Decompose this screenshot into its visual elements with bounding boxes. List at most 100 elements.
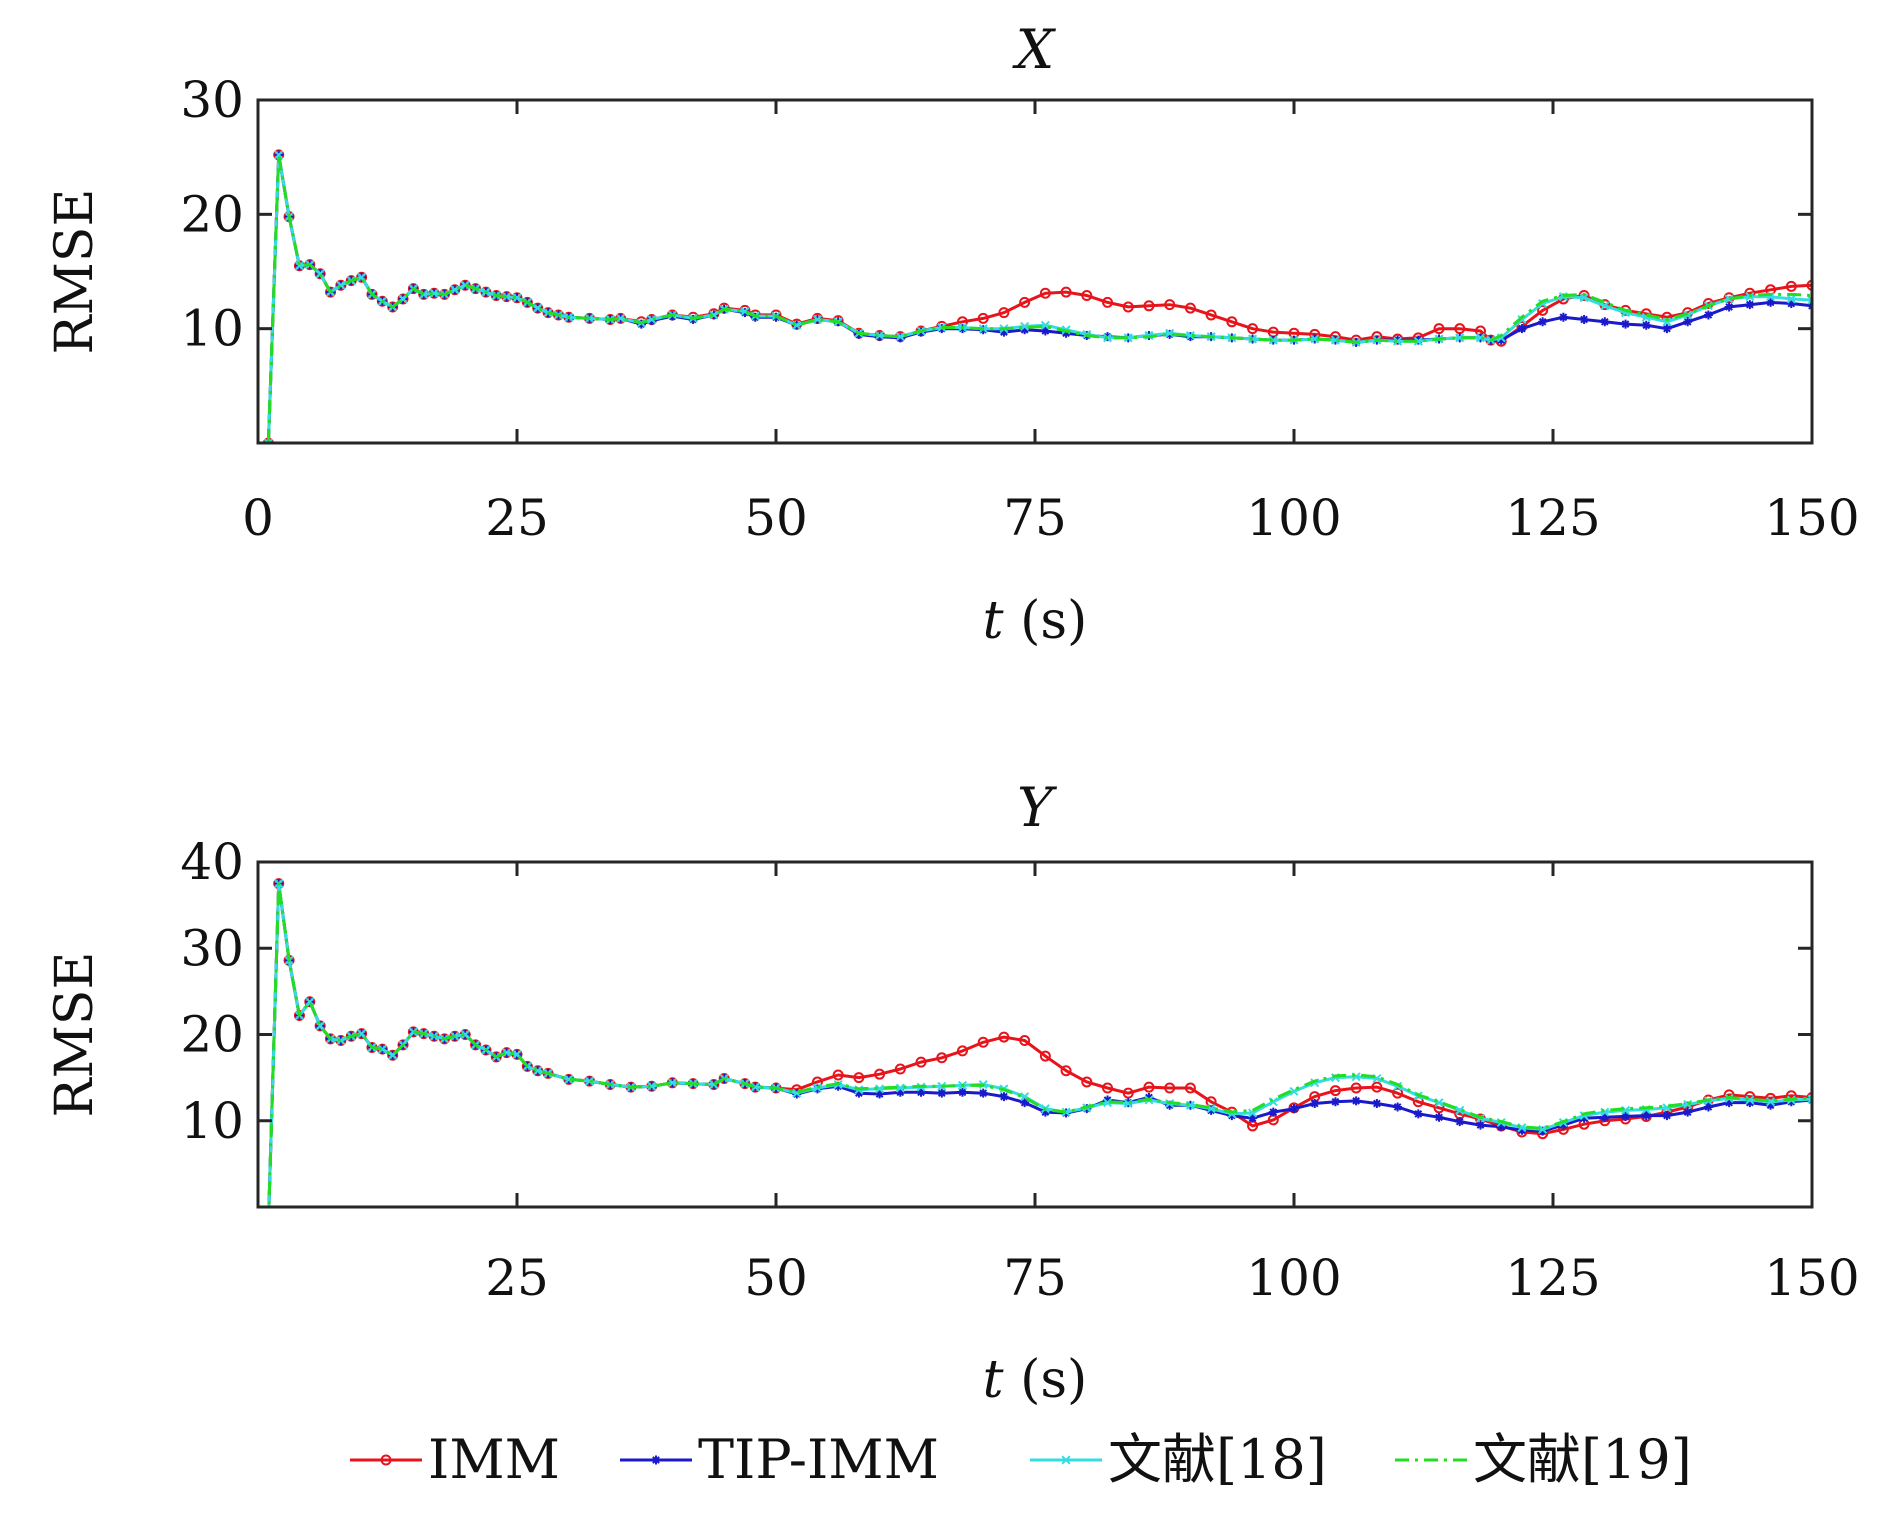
- data-point: [1475, 333, 1485, 343]
- data-point: [1455, 1105, 1465, 1115]
- data-point: [1578, 290, 1590, 302]
- legend: IMM TIP-IMM 文献[18] 文献[19]: [350, 1428, 1692, 1491]
- y-tick-label: 40: [180, 833, 244, 891]
- data-point: [1496, 1122, 1506, 1132]
- data-point: [1310, 334, 1320, 344]
- x-tick-label: 100: [1246, 1249, 1341, 1307]
- x-axis-var: t: [983, 591, 1004, 651]
- data-point: [1268, 1107, 1278, 1117]
- data-point: [1537, 304, 1549, 316]
- data-point: [1165, 1100, 1175, 1110]
- data-point: [1786, 299, 1796, 309]
- data-point: [1579, 1113, 1589, 1123]
- data-point: [915, 1056, 927, 1068]
- data-point: [1579, 293, 1589, 303]
- data-point: [1040, 1107, 1050, 1117]
- y-tick-label: 10: [180, 300, 244, 358]
- series-group: [264, 878, 1812, 1229]
- chart-title: Y: [1017, 776, 1057, 839]
- data-point: [1329, 1085, 1341, 1097]
- data-point: [1061, 328, 1071, 338]
- legend-item: IMM: [350, 1428, 560, 1491]
- data-point: [1786, 294, 1796, 304]
- series-文献[19]: [266, 153, 1812, 443]
- data-point: [895, 1083, 905, 1093]
- data-point: [874, 1068, 886, 1080]
- data-point: [1621, 319, 1631, 329]
- data-point: [264, 1220, 273, 1229]
- data-point: [957, 1087, 967, 1097]
- data-point: [1703, 1102, 1713, 1112]
- data-point: [916, 1087, 926, 1097]
- data-point: [1164, 299, 1176, 311]
- x-axis-label: t (s): [983, 591, 1088, 651]
- x-tick-label: 125: [1505, 489, 1600, 547]
- data-point: [1040, 326, 1050, 336]
- data-point: [1413, 1109, 1423, 1119]
- legend-label: IMM: [428, 1428, 560, 1491]
- data-point: [1785, 280, 1797, 292]
- y-axis-label: RMSE: [45, 189, 105, 355]
- data-point: [1371, 1081, 1383, 1093]
- data-point: [1745, 1098, 1755, 1108]
- data-point: [1806, 1091, 1812, 1103]
- y-tick-label: 30: [180, 71, 244, 129]
- data-point: [1123, 333, 1133, 343]
- x-tick-label: 50: [744, 489, 808, 547]
- x-tick-label: 75: [1003, 489, 1067, 547]
- data-point: [1766, 1100, 1776, 1110]
- x-tick-label: 150: [1764, 1249, 1859, 1307]
- data-point: [1206, 1105, 1216, 1115]
- data-point: [1662, 1111, 1672, 1121]
- data-point: [1496, 335, 1506, 345]
- data-point: [1164, 1082, 1176, 1094]
- data-point: [1248, 1113, 1258, 1123]
- data-point: [1184, 302, 1196, 314]
- data-point: [1226, 316, 1238, 328]
- data-point: [937, 1088, 947, 1098]
- data-point: [1766, 297, 1776, 307]
- data-point: [895, 1087, 905, 1097]
- x-axis-unit: (s): [1004, 1350, 1088, 1410]
- data-point: [1579, 315, 1589, 325]
- plot-frame: [256, 98, 1814, 445]
- data-point: [585, 1076, 595, 1086]
- x-tick-label: 50: [744, 1249, 808, 1307]
- data-point: [1330, 1097, 1340, 1107]
- data-point: [1393, 1102, 1403, 1112]
- data-point: [1122, 1087, 1134, 1099]
- data-point: [1434, 1112, 1444, 1122]
- data-point: [1807, 295, 1812, 305]
- data-point: [895, 332, 905, 342]
- data-point: [1724, 294, 1734, 304]
- data-point: [1019, 1035, 1031, 1047]
- data-point: [1413, 336, 1423, 346]
- data-point: [274, 150, 284, 160]
- data-point: [1786, 1097, 1796, 1107]
- data-point: [1475, 1120, 1485, 1130]
- data-point: [564, 1074, 574, 1084]
- legend-label: 文献[18]: [1108, 1428, 1327, 1491]
- data-point: [1060, 1065, 1072, 1077]
- data-point: [1081, 290, 1093, 302]
- data-point: [1020, 325, 1030, 335]
- data-point: [336, 1036, 346, 1046]
- legend-item: TIP-IMM: [620, 1428, 939, 1491]
- data-point: [854, 1088, 864, 1098]
- data-point: [1662, 317, 1672, 327]
- data-point: [357, 1029, 367, 1039]
- data-point: [1268, 335, 1278, 345]
- data-point: [651, 1455, 661, 1465]
- x-tick-label: 150: [1764, 489, 1859, 547]
- data-point: [460, 280, 470, 290]
- data-point: [1621, 1111, 1631, 1121]
- data-point: [647, 315, 657, 325]
- x-axis-label: t (s): [983, 1350, 1088, 1410]
- data-point: [977, 1036, 989, 1048]
- data-point: [1558, 312, 1568, 322]
- data-point: [294, 261, 304, 271]
- data-point: [1061, 1455, 1071, 1465]
- data-point: [380, 1454, 392, 1466]
- series-line: [267, 882, 1812, 1207]
- data-point: [1081, 1076, 1093, 1088]
